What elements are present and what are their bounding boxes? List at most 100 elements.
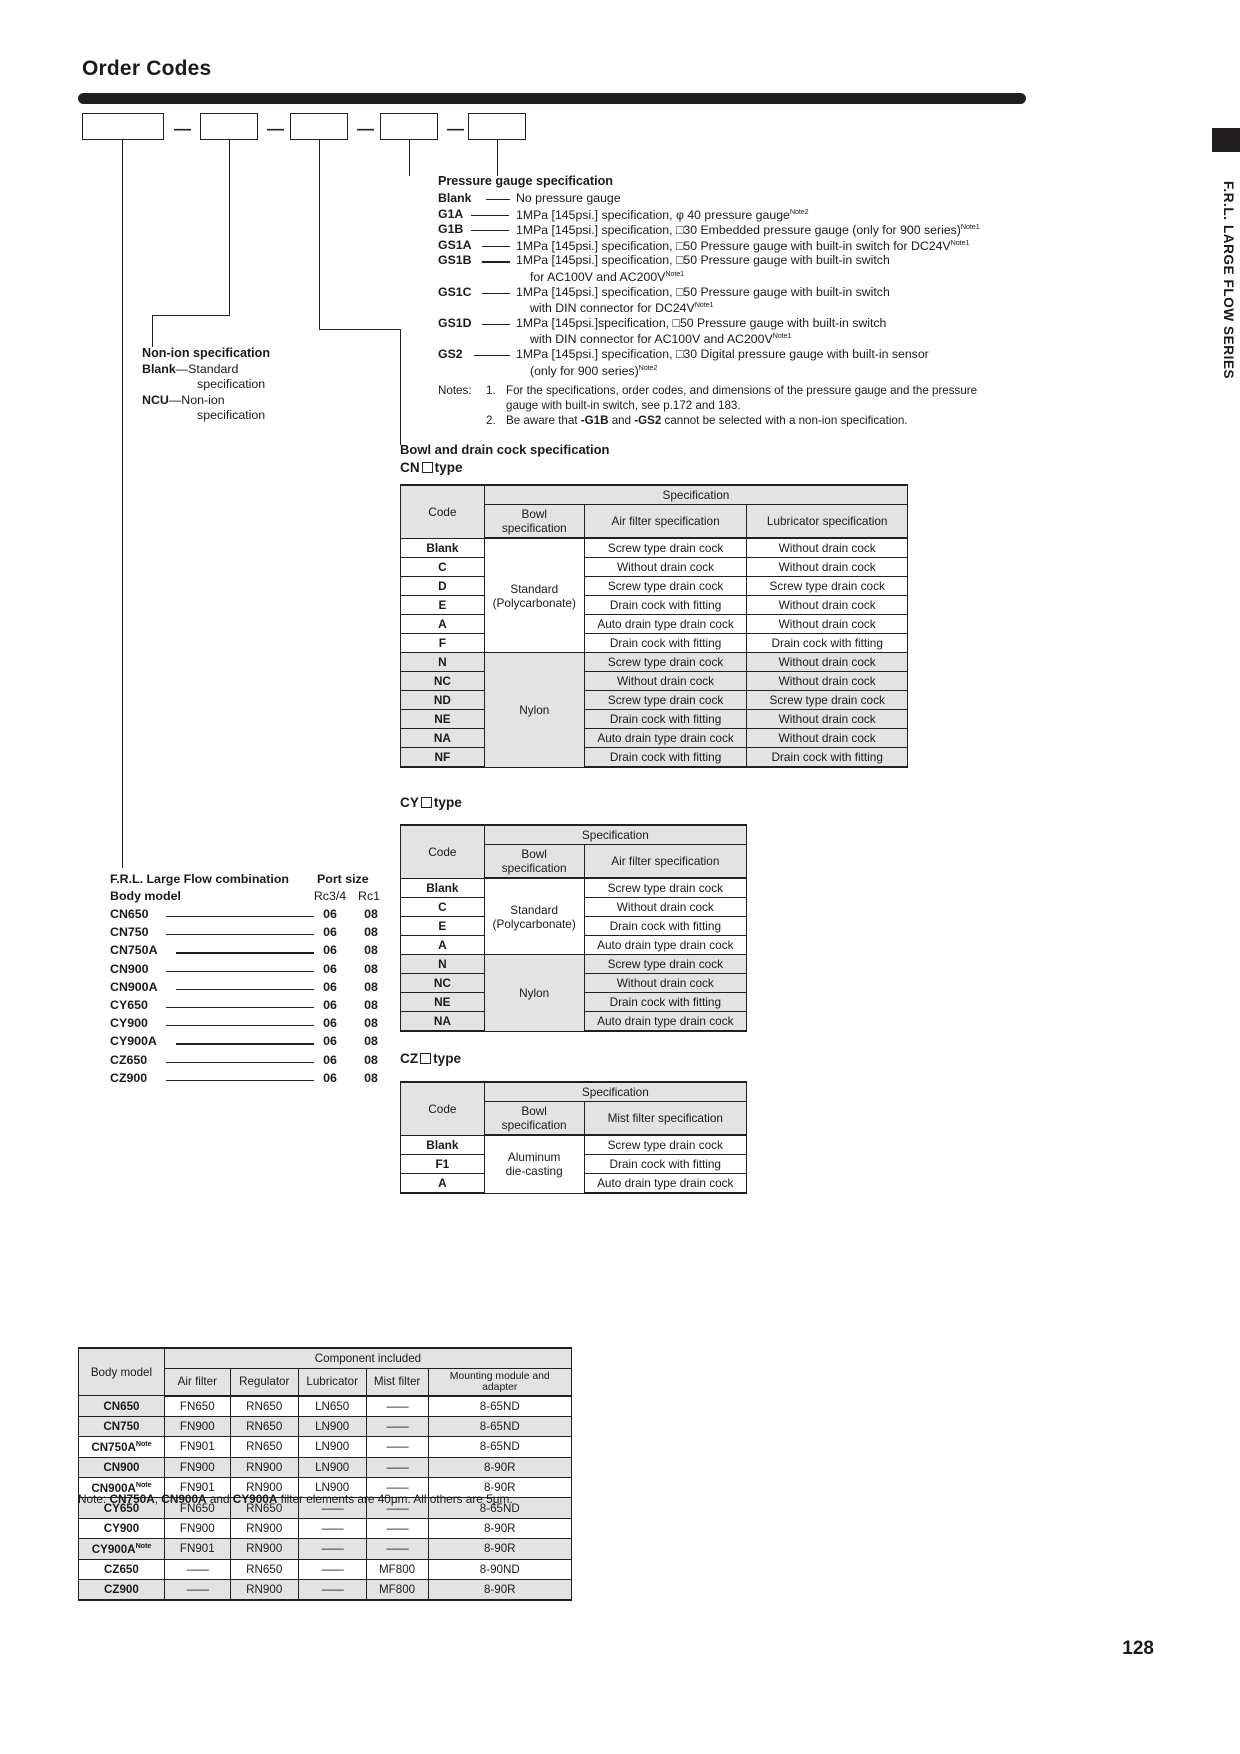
cz-title-suffix: type <box>433 1051 462 1066</box>
cell-code: E <box>400 916 485 936</box>
page-title: Order Codes <box>82 57 212 80</box>
frl-heading-2: Body model <box>110 889 181 903</box>
non-ion-text: Standard <box>188 362 239 376</box>
frl-model: CY650 <box>110 997 148 1012</box>
cn-title-prefix: CN <box>400 460 420 475</box>
cell-mounting: 8-65ND <box>427 1415 573 1438</box>
frl-heading-1: F.R.L. Large Flow combination <box>110 872 289 886</box>
cell-lub: Without drain cock <box>746 652 908 672</box>
pg-text-cont: with DIN connector for AC100V and AC200V… <box>530 331 792 347</box>
frl-leader <box>166 916 314 918</box>
order-code-box-1[interactable] <box>82 113 164 140</box>
frl-model: CY900A <box>110 1034 157 1049</box>
cn-title-suffix: type <box>434 460 463 475</box>
cell-air: Without drain cock <box>583 671 748 691</box>
leader-line-box2-c <box>152 315 154 347</box>
pressure-gauge-heading: Pressure gauge specification <box>438 174 613 188</box>
cell-lubricator: LN900 <box>297 1415 367 1438</box>
footnote-lead: Note: <box>78 1492 110 1506</box>
cell-bowl: Nylon <box>483 652 585 768</box>
pg-code: G1A <box>438 206 464 221</box>
leader-line-box5 <box>497 140 499 176</box>
order-code-box-3[interactable] <box>290 113 348 140</box>
order-code-box-2[interactable] <box>200 113 258 140</box>
component-table-footnote: Note: CN750A, CN900A and CY900A filter e… <box>78 1492 513 1506</box>
leader-line-box4 <box>409 140 411 176</box>
pg-leader <box>482 292 510 294</box>
cell-air-filter: FN901 <box>163 1538 231 1560</box>
note-text: Be aware that -G1B and -GS2 cannot be se… <box>506 414 908 428</box>
table-header-row-2: Air filter Regulator Lubricator Mist fil… <box>79 1367 573 1397</box>
pressure-gauge-notes: Notes: 1. For the specifications, order … <box>438 384 1030 429</box>
pg-text: 1MPa [145psi.] specification, φ 40 press… <box>516 206 809 222</box>
cell-code: NC <box>400 671 485 691</box>
frl-row: CN750 06 08 <box>110 925 378 943</box>
frl-leader <box>166 934 314 936</box>
cell-body-model: CY650 <box>78 1497 165 1519</box>
pg-code: GS1A <box>438 237 472 252</box>
pressure-gauge-item: Blank No pressure gauge <box>438 191 621 207</box>
table-row: CN750ANote FN901 RN650 LN900 —— 8-65ND <box>78 1436 573 1458</box>
table-row: CY650 FN650 RN650 —— —— 8-65ND <box>78 1497 573 1519</box>
frl-row: CN900 06 08 <box>110 962 378 980</box>
leader-line-box3-a <box>319 140 321 330</box>
cell-mist-filter: —— <box>365 1436 429 1458</box>
frl-body-model-list: F.R.L. Large Flow combination Port size … <box>110 872 380 1089</box>
pg-code: Blank <box>438 191 472 205</box>
order-code-box-4[interactable] <box>380 113 438 140</box>
cell-regulator: RN900 <box>229 1476 299 1499</box>
cell-lubricator: LN900 <box>297 1436 367 1458</box>
cell-mounting: 8-90R <box>427 1456 573 1478</box>
table-row: C Without drain cock <box>400 897 748 917</box>
non-ion-heading: Non-ion specification <box>142 346 271 360</box>
cell-air: Drain cock with fitting <box>583 709 748 729</box>
pg-note-ref: Note1 <box>772 331 792 341</box>
cell-regulator: RN650 <box>229 1558 299 1580</box>
cell-mounting: 8-90R <box>427 1517 573 1540</box>
cell-code: NE <box>400 709 485 729</box>
cell-lubricator: —— <box>297 1558 367 1580</box>
cell-code: E <box>400 595 485 615</box>
square-box-icon <box>420 1053 432 1064</box>
pressure-gauge-item-cont: with DIN connector for AC100V and AC200V… <box>438 331 791 347</box>
order-code-box-5[interactable] <box>468 113 526 140</box>
pressure-gauge-item: GS1C 1MPa [145psi.] specification, □50 P… <box>438 285 890 301</box>
cell-air: Screw type drain cock <box>583 576 748 596</box>
cell-mist-filter: —— <box>365 1456 429 1478</box>
cell-air: Screw type drain cock <box>583 690 748 710</box>
cell-lubricator: —— <box>297 1578 367 1601</box>
cell-code: ND <box>400 690 485 710</box>
pressure-gauge-block: Pressure gauge specification Blank No pr… <box>438 174 980 378</box>
cell-body-model: CN900 <box>78 1456 165 1478</box>
cell-mist-filter: MF800 <box>365 1578 429 1601</box>
cell-body-model: CZ650 <box>78 1558 165 1580</box>
cell-regulator: RN650 <box>229 1395 299 1417</box>
frl-row: CY900 06 08 <box>110 1016 378 1034</box>
cell-air: Without drain cock <box>583 897 748 917</box>
cell-lub: Without drain cock <box>746 709 908 729</box>
pg-text: 1MPa [145psi.] specification, □50 Pressu… <box>516 284 890 299</box>
cell-mounting: 8-65ND <box>427 1436 573 1458</box>
cell-lub: Without drain cock <box>746 557 908 577</box>
note-number: 2. <box>486 414 496 428</box>
pressure-gauge-item: G1A 1MPa [145psi.] specification, φ 40 p… <box>438 206 809 223</box>
cell-lub: Without drain cock <box>746 614 908 634</box>
frl-port-2: 08 <box>364 1016 378 1031</box>
cy-spec-table: Code Specification Bowl specification Ai… <box>400 824 748 1032</box>
col-code: Code <box>400 1081 485 1136</box>
pg-note-ref: Note2 <box>789 206 809 216</box>
col-mist-filter: Mist filter <box>365 1367 429 1397</box>
table-row: N Nylon Screw type drain cock Without dr… <box>400 652 908 768</box>
pg-text: 1MPa [145psi.] specification, □50 Pressu… <box>516 237 970 253</box>
col-component-group: Component included <box>163 1346 573 1369</box>
leader-line-box1 <box>122 140 124 868</box>
table-row: NF Drain cock with fitting Drain cock wi… <box>400 747 908 768</box>
order-code-dash-2: — <box>267 119 284 138</box>
cell-bowl: Aluminum die-casting <box>483 1134 585 1194</box>
table-header-row-2: Bowl specification Air filter specificat… <box>401 844 748 879</box>
cell-code: D <box>400 576 485 596</box>
cell-air: Drain cock with fitting <box>583 992 748 1012</box>
footnote-model-2: CN900A <box>161 1492 207 1506</box>
series-side-label: F.R.L. LARGE FLOW SERIES <box>1221 180 1236 380</box>
cell-bowl: Nylon <box>483 954 585 1032</box>
